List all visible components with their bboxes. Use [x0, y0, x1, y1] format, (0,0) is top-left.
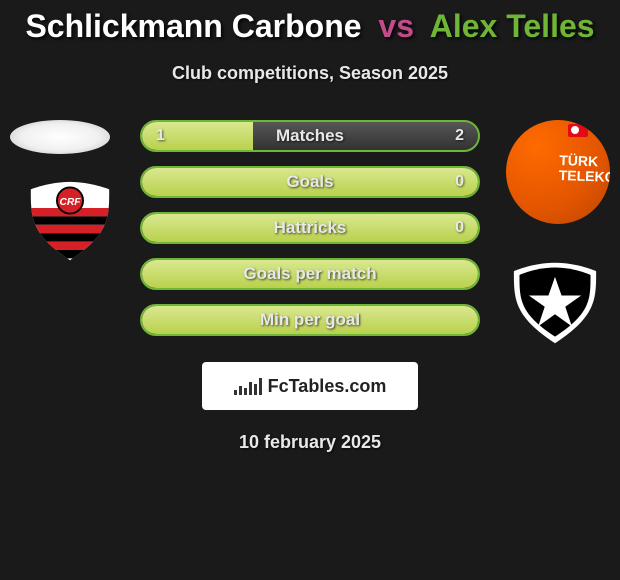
stat-label: Goals — [142, 172, 478, 192]
vs-label: vs — [378, 8, 414, 44]
stat-row: Goals0 — [140, 166, 480, 198]
comparison-title: Schlickmann Carbone vs Alex Telles — [0, 0, 620, 45]
stat-label: Min per goal — [142, 310, 478, 330]
stat-row: Goals per match — [140, 258, 480, 290]
stat-row: Min per goal — [140, 304, 480, 336]
stat-row: Hattricks0 — [140, 212, 480, 244]
stat-value-right: 2 — [455, 127, 464, 145]
stat-label: Hattricks — [142, 218, 478, 238]
player2-name: Alex Telles — [430, 8, 595, 44]
brand-text: FcTables.com — [268, 376, 387, 397]
player1-name: Schlickmann Carbone — [25, 8, 361, 44]
stat-value-right: 0 — [455, 219, 464, 237]
stats-area: 1Matches2Goals0Hattricks0Goals per match… — [0, 120, 620, 350]
stat-row: 1Matches2 — [140, 120, 480, 152]
subtitle: Club competitions, Season 2025 — [0, 63, 620, 84]
brand-box: FcTables.com — [202, 362, 418, 410]
date-label: 10 february 2025 — [0, 432, 620, 453]
stat-label: Goals per match — [142, 264, 478, 284]
bar-chart-icon — [234, 377, 262, 395]
stat-label: Matches — [142, 126, 478, 146]
stat-value-right: 0 — [455, 173, 464, 191]
